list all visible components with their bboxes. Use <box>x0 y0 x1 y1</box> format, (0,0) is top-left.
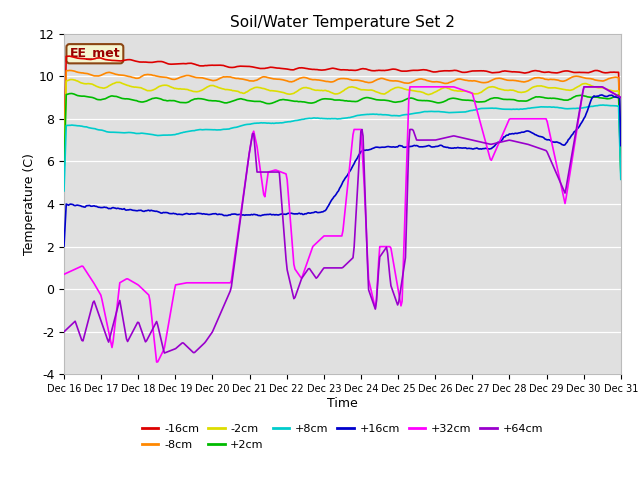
Legend: -16cm, -8cm, -2cm, +2cm, +8cm, +16cm, +32cm, +64cm: -16cm, -8cm, -2cm, +2cm, +8cm, +16cm, +3… <box>142 424 543 450</box>
Text: EE_met: EE_met <box>70 47 120 60</box>
X-axis label: Time: Time <box>327 397 358 410</box>
Title: Soil/Water Temperature Set 2: Soil/Water Temperature Set 2 <box>230 15 455 30</box>
Y-axis label: Temperature (C): Temperature (C) <box>22 153 36 255</box>
